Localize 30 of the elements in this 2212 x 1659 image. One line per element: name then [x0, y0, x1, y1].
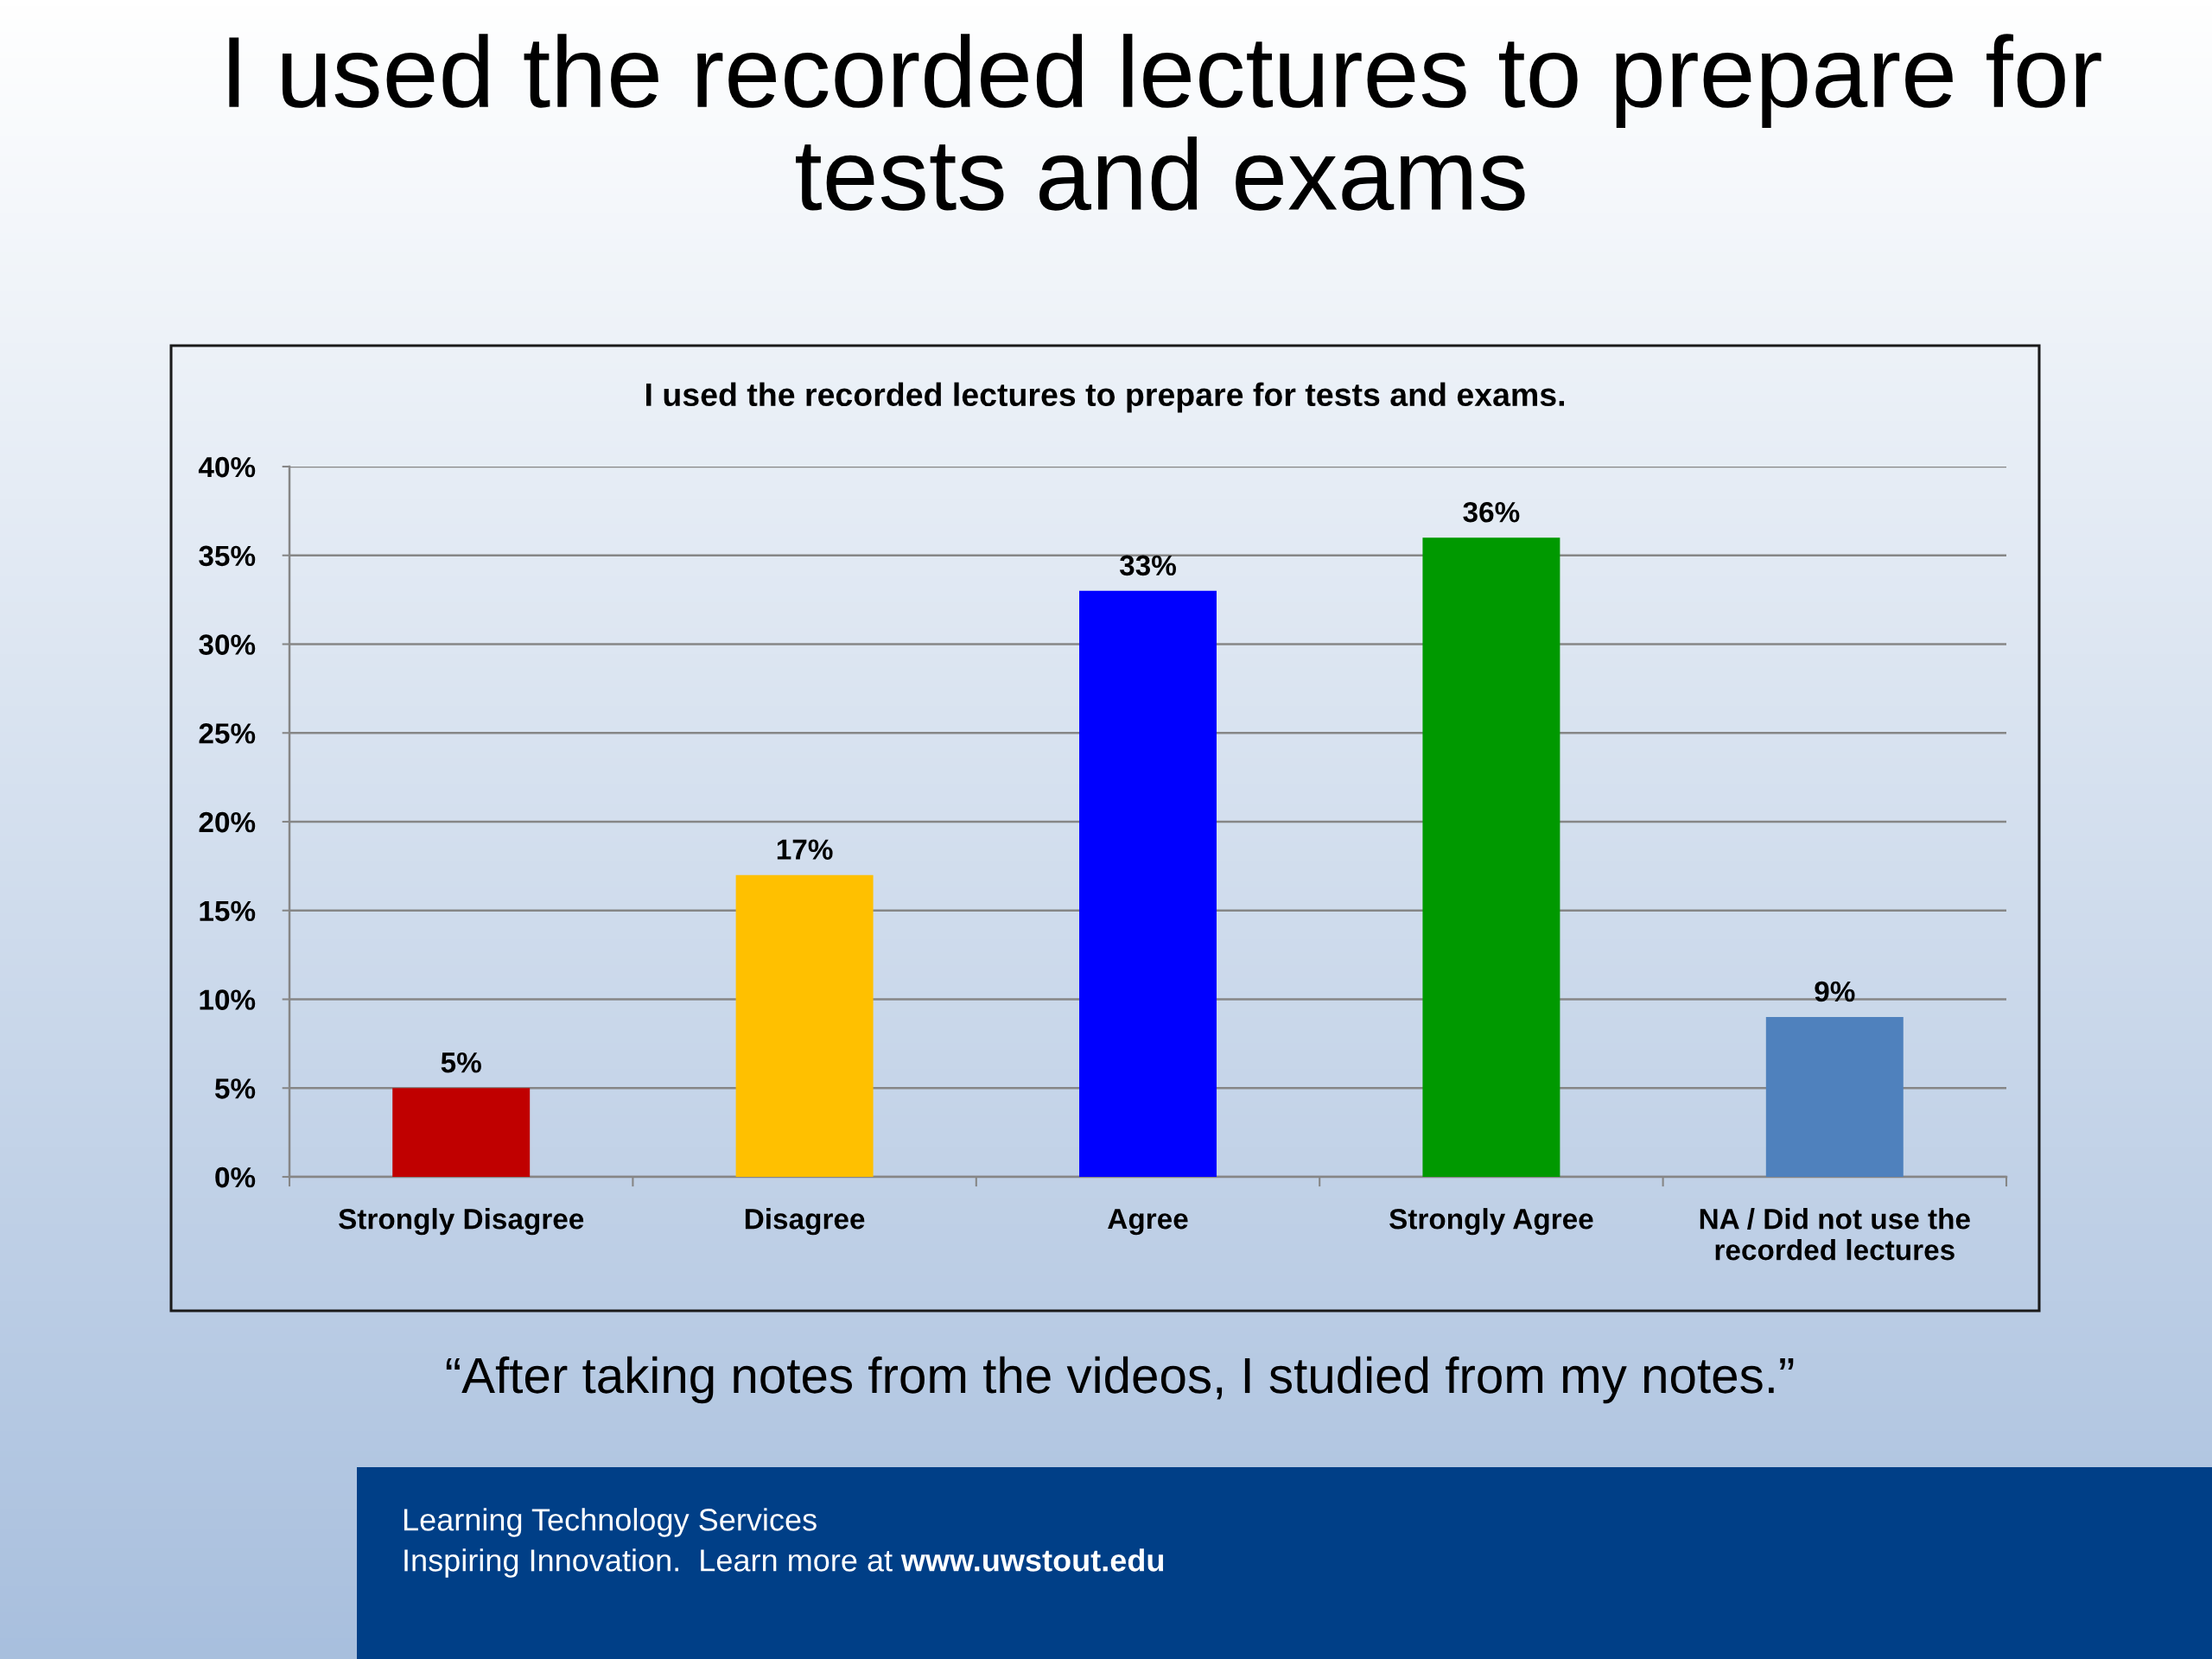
- y-tick-label: 25%: [199, 723, 256, 744]
- bar: [392, 1088, 531, 1177]
- text: Inspiring Innovation. Learn more at: [404, 1548, 893, 1578]
- y-tick-label: 20%: [199, 811, 256, 833]
- y-tick-label: 0%: [215, 1166, 256, 1188]
- bar: [1765, 1017, 1904, 1177]
- data-label: 33%: [1119, 555, 1176, 576]
- x-tick-label: Agree: [1108, 1209, 1188, 1236]
- bar: [1079, 590, 1217, 1177]
- y-tick-label: 30%: [199, 634, 256, 655]
- y-tick-label: 15%: [200, 900, 256, 922]
- chart-subtitle: I used the recorded lectures to prepare for tests and exams.: [646, 382, 1564, 413]
- data-label: 17%: [777, 839, 833, 860]
- text: Learning Technology Services: [404, 1508, 817, 1537]
- text: www.uwstout.edu: [900, 1548, 1164, 1572]
- bar: [1422, 537, 1560, 1177]
- text: “After taking notes from the videos, I studied from my notes.”: [446, 1356, 1794, 1404]
- x-tick-label: Strongly Agree: [1389, 1208, 1593, 1236]
- y-tick-label: 40%: [198, 456, 256, 478]
- chart-title: I used the recorded lectures to prepare for tests and exams: [229, 34, 2101, 211]
- bar: [735, 874, 874, 1177]
- data-label: 9%: [1815, 981, 1855, 1002]
- x-tick-label: Disagree: [745, 1208, 865, 1236]
- y-tick-label: 10%: [200, 989, 256, 1010]
- data-label: 36%: [1463, 501, 1520, 523]
- y-tick-label: 5%: [214, 1078, 256, 1099]
- y-tick-label: 35%: [199, 545, 256, 567]
- x-tick-label: Strongly Disagree: [339, 1208, 584, 1236]
- data-label: 5%: [441, 1052, 481, 1073]
- x-tick-label: NA / Did not use the recorded lectures: [1700, 1208, 1970, 1261]
